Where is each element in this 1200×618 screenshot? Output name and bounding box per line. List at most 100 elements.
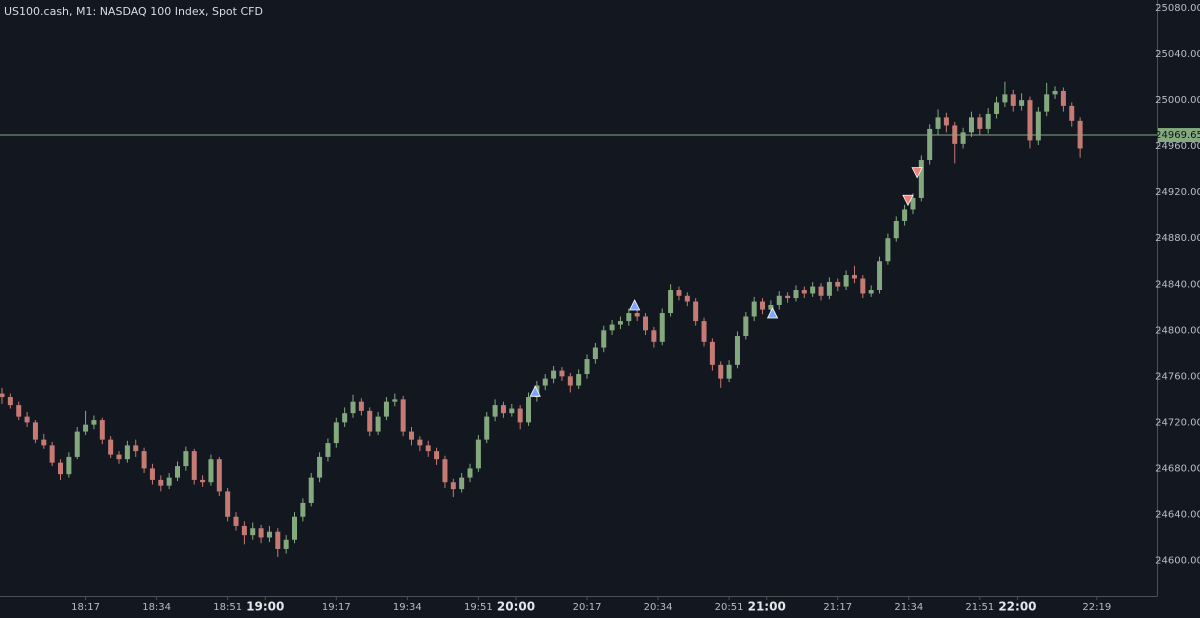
trade-marker [902,194,914,207]
candle-body [417,439,423,446]
candle-body [375,416,381,432]
candle-body [91,420,97,425]
candle-body [7,397,13,406]
candle-body [776,295,782,305]
candle-body [74,431,80,457]
candle-body [810,286,816,294]
candle-body [166,477,172,486]
candle-body [943,117,949,126]
y-tick-label: 24600.00 [1155,555,1200,566]
candle-body [158,479,164,486]
candle-body [99,420,105,440]
x-tick-label: 21:17 [823,602,852,613]
candle-body [392,399,398,402]
candle-body [601,330,607,348]
candle-body [317,456,323,478]
candle-body [927,128,933,160]
candle-body [450,482,456,490]
candle-body [1002,94,1008,103]
x-tick-label: 21:00 [748,600,786,614]
y-tick-label: 24880.00 [1155,233,1200,244]
candle-body [793,290,799,299]
candle-body [668,290,674,314]
y-tick-label: 24920.00 [1155,187,1200,198]
x-tick-label: 22:19 [1082,602,1111,613]
candle-body [425,445,431,452]
candle-body [208,459,214,483]
candle-body [902,209,908,221]
candle-body [241,525,247,536]
y-tick-label: 24680.00 [1155,463,1200,474]
x-tick-label: 18:34 [142,602,171,613]
candle-body [200,479,206,483]
candle-body [818,286,824,296]
candle-body [643,316,649,331]
candle-body [342,413,348,423]
candle-body [492,405,498,417]
candle-body [400,399,406,432]
candle-body [32,422,38,440]
x-tick-label: 19:34 [393,602,422,613]
candle-body [442,459,448,483]
candle-body [266,531,272,538]
candle-body [651,330,657,342]
candle-body [308,477,314,503]
trade-marker [911,167,923,179]
last-price-box [1158,128,1200,143]
candle-body [701,321,707,342]
candle-body [877,261,883,291]
y-tick-label: 25040.00 [1155,49,1200,60]
candle-body [868,290,874,294]
candle-body [0,393,5,398]
y-tick-label: 24720.00 [1155,417,1200,428]
candle-body [216,459,222,492]
candle-body [292,516,298,540]
candle-body [885,238,891,262]
candle-body [693,301,699,322]
candle-body [760,301,766,310]
candle-body [49,445,55,463]
candle-body [275,531,281,549]
candle-body [935,117,941,129]
candle-body [751,301,757,317]
candle-body [183,451,189,467]
candle-body [609,324,615,331]
candle-body [41,439,47,446]
candle-body [517,408,523,423]
candle-body [133,445,139,452]
y-tick-label: 25000.00 [1155,95,1200,106]
candle-body [500,405,506,414]
candle-body [124,445,130,460]
candle-body [985,113,991,129]
x-tick-label: 22:00 [998,600,1036,614]
candle-body [175,466,181,478]
candle-body [83,424,89,432]
candle-body [910,197,916,210]
candle-body [434,451,440,460]
candle-body [860,278,866,294]
trade-marker [629,299,641,311]
y-tick-label: 25080.00 [1155,3,1200,14]
x-tick-label: 19:17 [322,602,351,613]
chart-title: US100.cash, M1: NASDAQ 100 Index, Spot C… [4,5,263,18]
candle-body [358,401,364,411]
y-tick-label: 24800.00 [1155,325,1200,336]
candle-body [584,359,590,375]
candle-body [676,290,682,296]
candle-body [768,304,774,310]
candle-body [567,376,573,386]
candle-body [617,321,623,325]
candle-body [968,117,974,133]
candle-body [283,539,289,549]
candle-body [233,516,239,526]
candle-body [734,336,740,365]
candle-body [743,316,749,337]
x-tick-label: 21:51 [965,602,994,613]
x-tick-label: 21:34 [894,602,923,613]
candle-body [592,347,598,360]
candle-body [116,454,122,460]
candle-body [994,102,1000,114]
candle-body [24,416,30,423]
candle-body [484,416,490,440]
